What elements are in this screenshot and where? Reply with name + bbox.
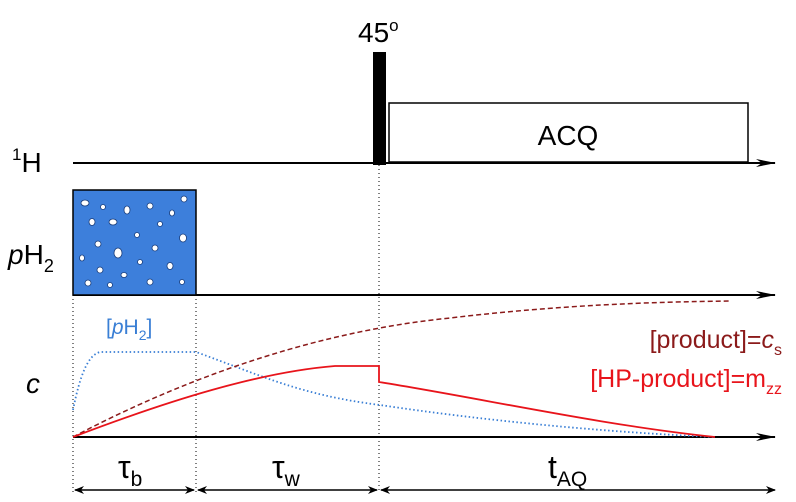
page: 45o ACQ 1H pH2 c [pH2] [product]=cs [HP-… [0, 0, 796, 502]
pulse-label: 45o [358, 16, 399, 48]
subscript: 2 [44, 256, 54, 276]
subscript: b [131, 468, 143, 491]
label: H [24, 239, 44, 270]
pulse [373, 52, 386, 165]
pulse-sequence-diagram: 45o ACQ 1H pH2 c [pH2] [product]=cs [HP-… [0, 0, 796, 497]
label: [HP-product]=m [590, 365, 766, 393]
acquisition-label: ACQ [538, 120, 599, 151]
symbol: τ [272, 449, 285, 485]
label: H [124, 316, 139, 339]
pulse-angle: 45 [358, 17, 389, 48]
bracket: ] [147, 316, 153, 339]
nucleus: H [21, 147, 41, 178]
symbol: τ [118, 449, 131, 485]
subscript: w [284, 468, 301, 491]
parahydrogen-label: pH2 [7, 239, 54, 276]
parahydrogen-curve-label: [pH2] [106, 316, 152, 343]
degree-sign: o [389, 16, 398, 35]
label: [product]= [650, 326, 762, 354]
subscript: s [774, 342, 782, 359]
bubbling-box [73, 190, 196, 295]
proton-label: 1H [12, 145, 42, 178]
symbol: t [548, 449, 557, 485]
prefix: p [7, 239, 24, 270]
interval-label: tAQ [548, 449, 587, 491]
subscript: AQ [557, 468, 587, 491]
hp-product-label: [HP-product]=mzz [590, 365, 782, 398]
subscript: 2 [139, 327, 147, 343]
product-label: [product]=cs [650, 326, 782, 359]
subscript: zz [766, 381, 782, 398]
interval-label: τb [118, 449, 142, 491]
symbol: c [762, 326, 775, 354]
interval-label: τw [272, 449, 301, 491]
concentration-label: c [26, 368, 40, 399]
mass-number: 1 [12, 145, 21, 164]
prefix: p [111, 316, 124, 339]
